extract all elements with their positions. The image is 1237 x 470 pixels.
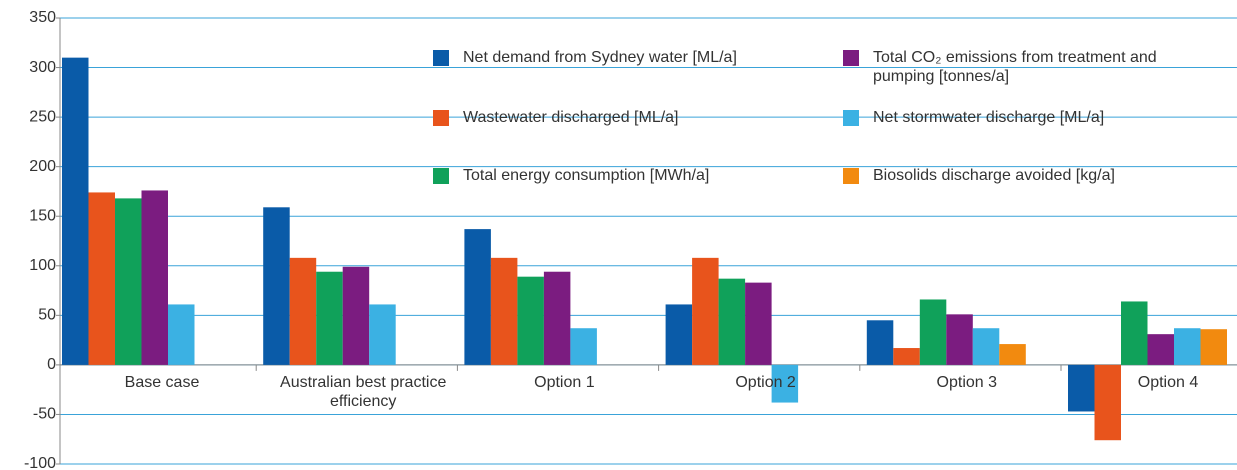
bar <box>665 304 693 365</box>
y-tick-label: 300 <box>29 59 56 76</box>
y-tick-label: 100 <box>29 257 56 274</box>
bar <box>1121 301 1148 365</box>
legend-label: Wastewater discharged [ML/a] <box>463 109 679 126</box>
bar <box>771 364 799 403</box>
bar <box>1200 329 1227 365</box>
bar <box>866 320 894 365</box>
x-tick-label: Option 1 <box>534 373 595 391</box>
legend-swatch <box>433 50 449 66</box>
bar <box>1094 364 1121 441</box>
bar <box>972 328 1000 365</box>
bar <box>141 190 168 365</box>
legend-swatch <box>433 110 449 126</box>
x-tick-label: Australian best practice efficiency <box>280 373 447 410</box>
bar <box>517 276 544 365</box>
x-tick-label: Base case <box>124 373 200 391</box>
bar <box>1068 364 1095 412</box>
x-tick-label: Option 4 <box>1137 373 1199 391</box>
bar <box>263 207 290 365</box>
bar <box>342 266 370 365</box>
bar <box>1174 328 1201 365</box>
bar <box>543 271 571 365</box>
legend-label: Biosolids discharge avoided [kg/a] <box>873 167 1115 184</box>
bar <box>464 229 491 365</box>
bar <box>369 304 396 365</box>
bar <box>893 348 920 365</box>
y-tick-label: 150 <box>29 207 56 224</box>
legend-swatch <box>843 168 859 184</box>
legend-swatch <box>433 168 449 184</box>
bar <box>62 57 89 365</box>
bar <box>88 192 115 365</box>
y-tick-label: -100 <box>24 455 56 470</box>
bar <box>946 314 973 365</box>
bar <box>1147 334 1174 365</box>
legend-swatch <box>843 110 859 126</box>
bar <box>168 304 195 365</box>
legend-label: Net stormwater discharge [ML/a] <box>873 109 1105 126</box>
bar <box>919 299 947 365</box>
y-tick-label: -50 <box>33 406 56 423</box>
legend-label: Total energy consumption [MWh/a] <box>463 167 710 184</box>
bar <box>289 257 317 365</box>
y-tick-label: 350 <box>29 9 56 26</box>
legend-label: Total CO₂ emissions from treatment and p… <box>873 49 1157 85</box>
bar <box>316 271 343 365</box>
bar <box>490 257 518 365</box>
bar <box>692 257 719 365</box>
legend-swatch <box>843 50 859 66</box>
bar <box>115 198 142 365</box>
y-tick-label: 200 <box>29 158 56 175</box>
bar <box>745 282 772 365</box>
y-tick-label: 0 <box>47 356 56 373</box>
y-tick-label: 250 <box>29 108 56 125</box>
legend-label: Net demand from Sydney water [ML/a] <box>463 49 737 66</box>
y-tick-label: 50 <box>38 307 56 324</box>
x-tick-label: Option 2 <box>735 373 796 391</box>
bar <box>718 278 746 365</box>
bar <box>999 344 1026 365</box>
bar <box>570 328 597 365</box>
x-tick-label: Option 3 <box>936 373 998 391</box>
